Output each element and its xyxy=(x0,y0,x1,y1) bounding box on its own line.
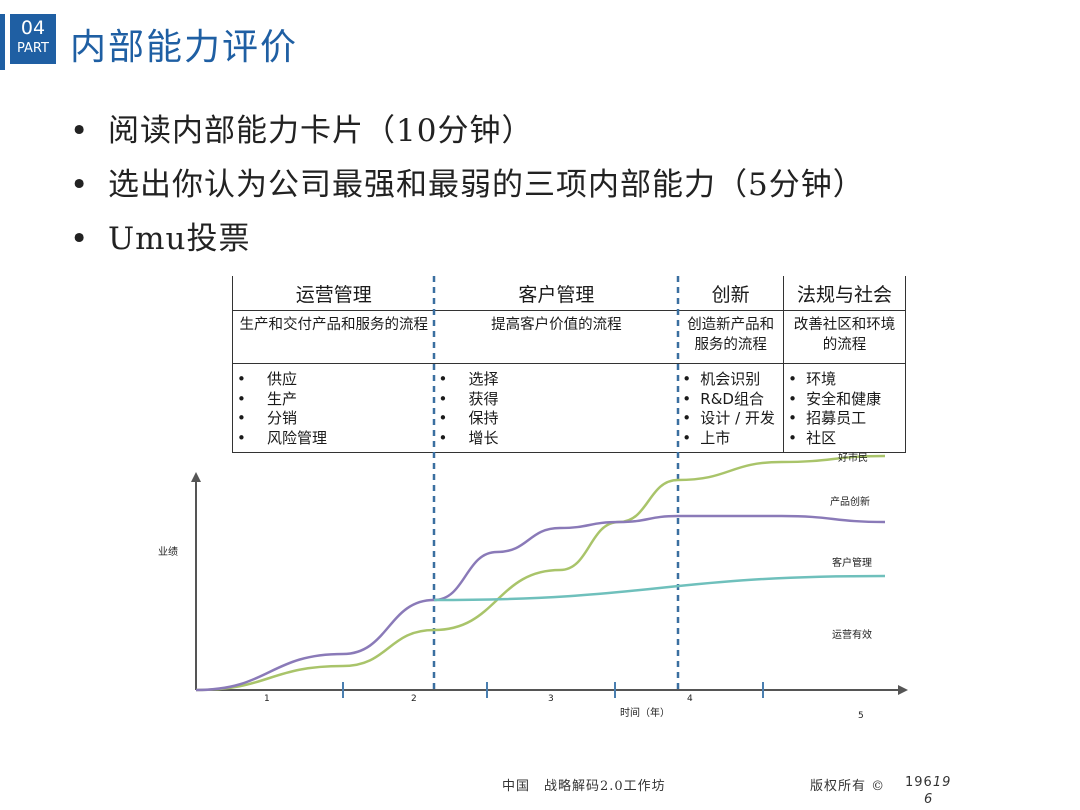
page-number-handwritten: 6 xyxy=(924,792,934,807)
series-label: 产品创新 xyxy=(830,495,870,508)
capability-table: 运营管理 客户管理 创新 法规与社会 生产和交付产品和服务的流程 提高客户价值的… xyxy=(232,276,906,453)
list-item: 获得 xyxy=(439,390,675,410)
y-axis-label: 业绩 xyxy=(158,545,178,558)
list-item: R&D组合 xyxy=(682,390,779,410)
x-tick-label: 1 xyxy=(264,694,270,704)
col-desc-customer: 提高客户价值的流程 xyxy=(434,310,679,364)
bullet-list: • 阅读内部能力卡片（10分钟） • 选出你认为公司最强和最弱的三项内部能力（5分钟… xyxy=(70,104,865,266)
col-desc-innovation: 创造新产品和服务的流程 xyxy=(678,310,784,364)
col-title-innovation: 创新 xyxy=(711,283,750,306)
series-line-1 xyxy=(195,514,886,692)
list-item: 设计 / 开发 xyxy=(682,409,779,429)
list-item: 机会识别 xyxy=(682,370,779,390)
col-title-regulatory: 法规与社会 xyxy=(783,276,906,311)
list-item: 社区 xyxy=(788,429,901,449)
y-axis-arrow xyxy=(191,472,201,482)
series-label: 运营有效 xyxy=(832,628,872,641)
page-title: 内部能力评价 xyxy=(70,27,299,68)
accent-bar xyxy=(0,14,5,70)
footer-copyright: 版权所有 © xyxy=(810,779,886,794)
list-item: 招募员工 xyxy=(788,409,901,429)
col-desc-operations: 生产和交付产品和服务的流程 xyxy=(232,310,435,364)
series-line-0 xyxy=(195,454,886,692)
list-item: 选择 xyxy=(439,370,675,390)
list-item: 安全和健康 xyxy=(788,390,901,410)
page-number: 19619 xyxy=(905,775,952,790)
list-item: 保持 xyxy=(439,409,675,429)
part-number: 04 xyxy=(20,17,46,39)
bullet-item: • Umu投票 xyxy=(70,221,251,257)
footer-workshop: 中国 战略解码2.0工作坊 xyxy=(502,779,666,794)
list-item: 风险管理 xyxy=(237,429,431,449)
part-badge: 04 PART xyxy=(10,14,56,64)
x-tick-label: 5 xyxy=(858,711,864,721)
bullet-item: • 选出你认为公司最强和最弱的三项内部能力（5分钟） xyxy=(70,167,865,203)
list-item: 供应 xyxy=(237,370,431,390)
x-axis-label: 时间（年） xyxy=(620,706,670,719)
x-tick-label: 3 xyxy=(548,694,554,704)
part-label: PART xyxy=(17,41,49,56)
series-label: 好市民 xyxy=(838,451,868,464)
list-item: 分销 xyxy=(237,409,431,429)
col-desc-regulatory: 改善社区和环境的流程 xyxy=(783,310,906,364)
list-item: 增长 xyxy=(439,429,675,449)
list-item: 环境 xyxy=(788,370,901,390)
series-label: 客户管理 xyxy=(832,556,872,569)
series-line-2 xyxy=(433,574,886,602)
col-title-customer: 客户管理 xyxy=(518,283,595,306)
list-item: 上市 xyxy=(682,429,779,449)
x-tick-label: 2 xyxy=(411,694,417,704)
x-axis-arrow xyxy=(898,685,908,695)
list-item: 生产 xyxy=(237,390,431,410)
col-title-operations: 运营管理 xyxy=(232,276,435,311)
bullet-item: • 阅读内部能力卡片（10分钟） xyxy=(70,113,534,149)
x-tick-label: 4 xyxy=(687,694,693,704)
